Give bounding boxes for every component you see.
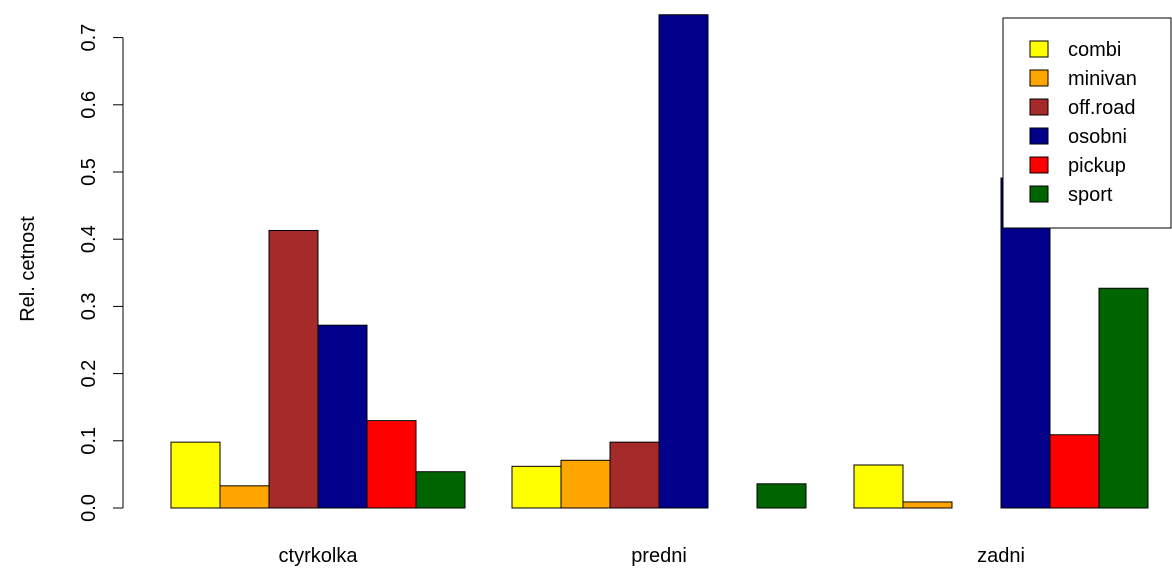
y-tick-label: 0.1	[78, 427, 100, 455]
y-tick-label: 0.0	[78, 494, 100, 522]
legend-label-osobni: osobni	[1068, 126, 1127, 148]
legend-label-minivan: minivan	[1068, 68, 1137, 90]
bar-osobni-zadni	[1000, 177, 1051, 509]
bar-combi-ctyrkolka	[170, 441, 221, 509]
bar-minivan-zadni	[902, 501, 953, 509]
legend-swatch-minivan	[1029, 69, 1049, 87]
category-label-zadni: zadni	[977, 545, 1025, 567]
y-tick-label: 0.4	[78, 225, 100, 253]
bars	[170, 14, 1149, 509]
bar-sport-zadni	[1098, 287, 1149, 509]
category-label-ctyrkolka: ctyrkolka	[279, 545, 359, 567]
bar-osobni-ctyrkolka	[317, 324, 368, 509]
category-labels: ctyrkolka predni zadni	[279, 545, 1025, 567]
bar-sport-predni	[756, 483, 807, 509]
bar-off-road-ctyrkolka	[268, 229, 319, 509]
y-tick-label: 0.6	[78, 91, 100, 119]
bar-minivan-ctyrkolka	[219, 485, 270, 509]
legend-swatch-pickup	[1029, 156, 1049, 174]
bar-sport-ctyrkolka	[415, 471, 466, 509]
y-tick-label: 0.7	[78, 24, 100, 52]
bar-osobni-predni	[658, 14, 709, 509]
legend-label-combi: combi	[1068, 39, 1121, 61]
bar-combi-zadni	[853, 464, 904, 509]
y-tick-label: 0.5	[78, 158, 100, 186]
bar-combi-predni	[511, 465, 562, 509]
legend-label-sport: sport	[1068, 184, 1113, 206]
legend: combi minivan off.road osobni pickup sport	[1002, 17, 1172, 229]
legend-swatch-sport	[1029, 185, 1049, 203]
y-axis-label: Rel. cetnost	[17, 216, 39, 322]
legend-label-pickup: pickup	[1068, 155, 1126, 177]
legend-label-off-road: off.road	[1068, 97, 1135, 119]
category-label-predni: predni	[631, 545, 687, 567]
bar-pickup-zadni	[1049, 434, 1100, 509]
legend-swatch-osobni	[1029, 127, 1049, 145]
bar-minivan-predni	[560, 459, 611, 509]
y-tick-label: 0.3	[78, 292, 100, 320]
legend-swatch-combi	[1029, 40, 1049, 58]
legend-swatch-off-road	[1029, 98, 1049, 116]
y-axis: 0.0 0.1 0.2 0.3 0.4 0.5 0.6 0.7	[78, 24, 124, 522]
y-tick-label: 0.2	[78, 360, 100, 388]
bar-pickup-ctyrkolka	[366, 420, 417, 509]
bar-off-road-predni	[609, 441, 660, 509]
